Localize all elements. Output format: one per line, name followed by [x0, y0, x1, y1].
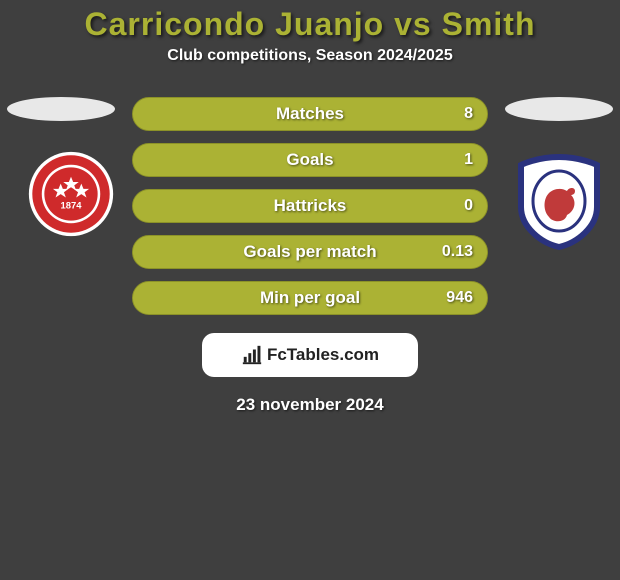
- stat-bar: Min per goal 946: [132, 281, 488, 315]
- player-right-column: [494, 97, 614, 251]
- stat-bar-value-right: 8: [464, 105, 473, 123]
- player-left-column: 1874: [6, 97, 126, 237]
- columns: 1874 Matches 8 Goals 1 Hattricks 0 Goals per m…: [0, 97, 620, 315]
- stat-bar-value-right: 1: [464, 151, 473, 169]
- club-badge-left-svg: 1874: [28, 151, 114, 237]
- stat-bar: Goals 1: [132, 143, 488, 177]
- bar-chart-icon: [241, 344, 263, 366]
- stat-bar-value-right: 0: [464, 197, 473, 215]
- subtitle: Club competitions, Season 2024/2025: [0, 47, 620, 65]
- page-title: Carricondo Juanjo vs Smith: [0, 6, 620, 43]
- svg-text:1874: 1874: [60, 201, 82, 212]
- club-badge-right-svg: [509, 151, 609, 251]
- comparison-card: Carricondo Juanjo vs Smith Club competit…: [0, 0, 620, 580]
- stat-bar-label: Matches: [276, 104, 344, 124]
- player-right-photo-placeholder: [505, 97, 613, 121]
- stat-bar-label: Goals: [286, 150, 333, 170]
- stat-bar: Goals per match 0.13: [132, 235, 488, 269]
- stat-bar: Matches 8: [132, 97, 488, 131]
- stat-bar-label: Hattricks: [274, 196, 347, 216]
- brand-box: FcTables.com: [202, 333, 418, 377]
- stat-bar: Hattricks 0: [132, 189, 488, 223]
- stat-bar-value-right: 0.13: [442, 243, 473, 261]
- player-left-photo-placeholder: [7, 97, 115, 121]
- date-text: 23 november 2024: [0, 395, 620, 415]
- club-badge-right: [509, 151, 609, 251]
- stat-bar-label: Goals per match: [243, 242, 376, 262]
- stat-bar-label: Min per goal: [260, 288, 360, 308]
- brand-text: FcTables.com: [267, 345, 379, 365]
- stat-bar-value-right: 946: [446, 289, 473, 307]
- club-badge-left: 1874: [28, 151, 114, 237]
- stat-bars: Matches 8 Goals 1 Hattricks 0 Goals per match 0…: [126, 97, 494, 315]
